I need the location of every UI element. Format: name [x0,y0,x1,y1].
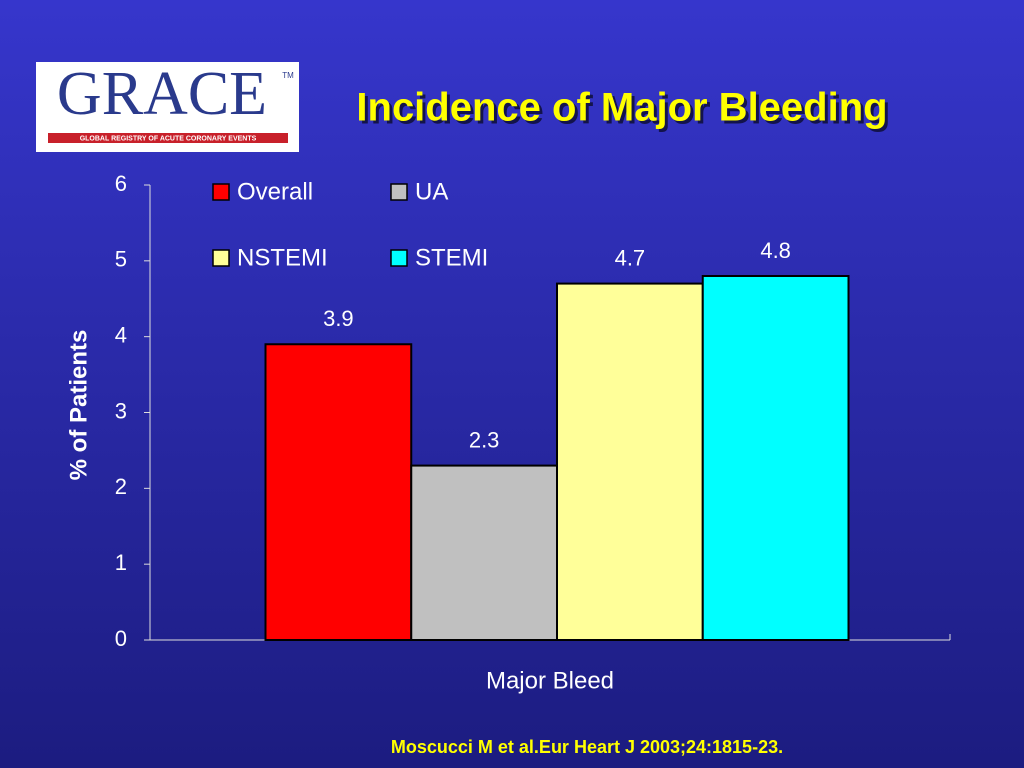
y-tick-label: 4 [115,322,127,347]
value-label: 4.7 [615,245,646,270]
legend-label: NSTEMI [237,244,328,271]
y-tick-label: 3 [115,398,127,423]
x-tick-label: Major Bleed [486,667,614,694]
bar [556,282,704,641]
y-tick-label: 2 [115,474,127,499]
legend-label: Overall [237,178,313,205]
footnote: Moscucci M et al.Eur Heart J 2003;24:181… [391,737,783,757]
legend-swatch [390,183,408,201]
bar [701,275,850,641]
logo-tagline: GLOBAL REGISTRY OF ACUTE CORONARY EVENTS [80,135,257,142]
y-tick-label: 6 [115,171,127,196]
legend-swatch [390,249,408,267]
y-tick-label: 1 [115,550,127,575]
value-label: 2.3 [469,427,500,452]
title-shadow: Incidence of Major Bleeding [359,89,890,133]
value-label: 4.8 [760,238,791,263]
logo-band [48,133,288,143]
legend-label: UA [415,178,448,205]
logo-name: GRACE [57,60,267,128]
y-axis-label: % of Patients [65,330,92,481]
legend-swatch [212,183,230,201]
chart-title: Incidence of Major Bleeding [356,86,887,130]
bar [410,464,558,642]
bar [264,343,413,641]
value-label: 3.9 [323,306,354,331]
legend-label: STEMI [415,244,488,271]
logo: GRACE TM GLOBAL REGISTRY OF ACUTE CORONA… [36,60,299,152]
legend-swatch [212,249,230,267]
y-tick-label: 5 [115,247,127,272]
y-tick-label: 0 [115,626,127,651]
logo-trademark: TM [282,71,294,80]
